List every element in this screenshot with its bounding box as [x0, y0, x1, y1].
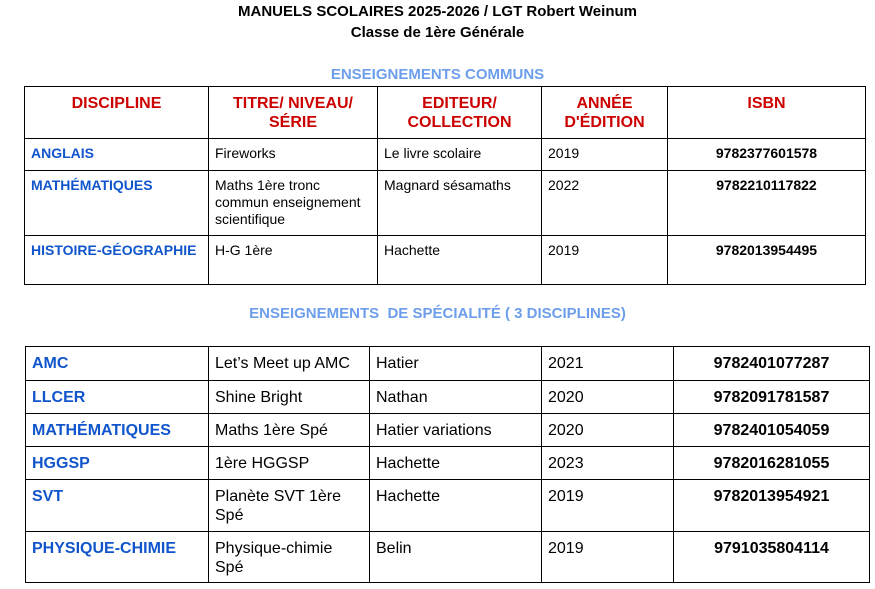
column-header-isbn: ISBN	[667, 86, 866, 139]
document-title: MANUELS SCOLAIRES 2025-2026 / LGT Robert…	[238, 3, 637, 20]
cell-year: 2019	[541, 235, 668, 285]
table-row: AMC Let’s Meet up AMC Hatier 2021 9782401077…	[25, 346, 870, 381]
column-header-discipline: DISCIPLINE	[24, 86, 209, 139]
cell-discipline: HISTOIRE-GÉOGRAPHIE	[24, 235, 209, 285]
cell-title: Let’s Meet up AMC	[208, 346, 370, 381]
cell-year: 2020	[541, 380, 674, 414]
cell-discipline: AMC	[25, 346, 209, 381]
cell-discipline: MATHÉMATIQUES	[25, 413, 209, 447]
cell-publisher: Nathan	[369, 380, 542, 414]
section-heading-common: ENSEIGNEMENTS COMMUNS	[330, 66, 545, 83]
cell-publisher: Hachette	[369, 479, 542, 532]
cell-discipline: HGGSP	[25, 446, 209, 480]
table-row: ANGLAIS Fireworks Le livre scolaire 2019 978…	[24, 138, 866, 171]
cell-isbn: 9791035804114	[673, 531, 870, 583]
cell-isbn: 9782016281055	[673, 446, 870, 480]
column-header-title: TITRE/ NIVEAU/ SÉRIE	[208, 86, 378, 139]
cell-discipline: LLCER	[25, 380, 209, 414]
cell-publisher: Hatier	[369, 346, 542, 381]
section-heading-specialty: ENSEIGNEMENTS DE SPÉCIALITÉ ( 3 DISCIPLI…	[249, 305, 626, 322]
table-row: PHYSIQUE-CHIMIE Physique-chimie Spé Belin 2…	[25, 531, 870, 583]
cell-title: Maths 1ère tronc commun enseignement sci…	[208, 170, 378, 236]
column-header-publisher: EDITEUR/ COLLECTION	[377, 86, 542, 139]
column-header-year: ANNÉE D'ÉDITION	[541, 86, 668, 139]
cell-year: 2022	[541, 170, 668, 236]
cell-isbn: 9782013954495	[667, 235, 866, 285]
cell-isbn: 9782210117822	[667, 170, 866, 236]
cell-year: 2019	[541, 138, 668, 171]
cell-publisher: Belin	[369, 531, 542, 583]
cell-isbn: 9782091781587	[673, 380, 870, 414]
cell-title: 1ère HGGSP	[208, 446, 370, 480]
specialty-courses-table: AMC Let’s Meet up AMC Hatier 2021 9782401077…	[25, 346, 870, 583]
cell-title: Shine Bright	[208, 380, 370, 414]
cell-isbn: 9782013954921	[673, 479, 870, 532]
cell-year: 2019	[541, 479, 674, 532]
cell-publisher: Hachette	[377, 235, 542, 285]
cell-isbn: 9782377601578	[667, 138, 866, 171]
table-row: LLCER Shine Bright Nathan 2020 9782091781587	[25, 380, 870, 414]
table-row: HISTOIRE-GÉOGRAPHIE H-G 1ère Hachette 2019 9…	[24, 235, 866, 285]
table-row: SVT Planète SVT 1ère Spé Hachette 2019 97820…	[25, 479, 870, 532]
cell-discipline: SVT	[25, 479, 209, 532]
cell-publisher: Hatier variations	[369, 413, 542, 447]
cell-publisher: Magnard sésamaths	[377, 170, 542, 236]
cell-title: H-G 1ère	[208, 235, 378, 285]
cell-discipline: MATHÉMATIQUES	[24, 170, 209, 236]
cell-title: Planète SVT 1ère Spé	[208, 479, 370, 532]
cell-publisher: Le livre scolaire	[377, 138, 542, 171]
cell-title: Physique-chimie Spé	[208, 531, 370, 583]
cell-discipline: PHYSIQUE-CHIMIE	[25, 531, 209, 583]
cell-publisher: Hachette	[369, 446, 542, 480]
table-row: MATHÉMATIQUES Maths 1ère tronc commun ens…	[24, 170, 866, 236]
document-subtitle: Classe de 1ère Générale	[350, 24, 525, 41]
common-courses-table: DISCIPLINE TITRE/ NIVEAU/ SÉRIE EDITEUR/ C…	[24, 86, 866, 285]
cell-discipline: ANGLAIS	[24, 138, 209, 171]
table-row: MATHÉMATIQUES Maths 1ère Spé Hatier variat…	[25, 413, 870, 447]
cell-year: 2019	[541, 531, 674, 583]
cell-title: Maths 1ère Spé	[208, 413, 370, 447]
cell-isbn: 9782401077287	[673, 346, 870, 381]
cell-isbn: 9782401054059	[673, 413, 870, 447]
table-row: HGGSP 1ère HGGSP Hachette 2023 9782016281055	[25, 446, 870, 480]
cell-title: Fireworks	[208, 138, 378, 171]
cell-year: 2021	[541, 346, 674, 381]
table-header-row: DISCIPLINE TITRE/ NIVEAU/ SÉRIE EDITEUR/ C…	[24, 86, 866, 139]
cell-year: 2023	[541, 446, 674, 480]
cell-year: 2020	[541, 413, 674, 447]
